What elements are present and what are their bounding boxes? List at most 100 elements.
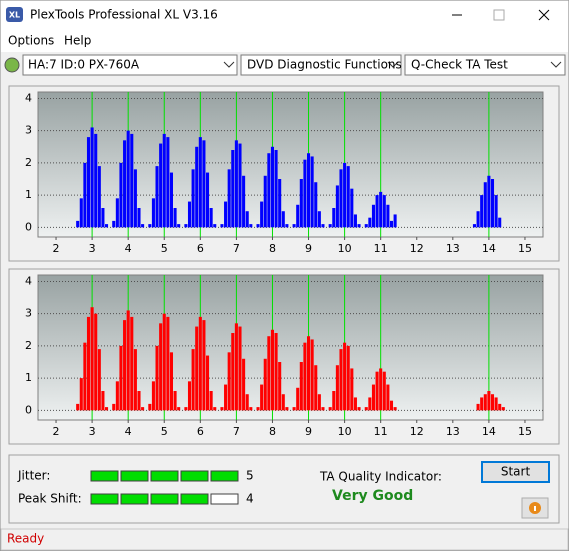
test-label: Q-Check TA Test bbox=[411, 58, 508, 72]
meter-label: Jitter: bbox=[17, 469, 50, 483]
meter-segment-off bbox=[210, 493, 239, 505]
bar bbox=[270, 329, 274, 411]
bar bbox=[123, 320, 127, 411]
bar bbox=[299, 179, 303, 228]
start-button[interactable] bbox=[481, 461, 550, 483]
meter-segment-on bbox=[120, 470, 149, 482]
bar bbox=[379, 368, 383, 411]
bar bbox=[238, 143, 242, 228]
dropdown-arrow bbox=[550, 61, 562, 68]
plot-area bbox=[37, 91, 544, 238]
x-tick-label: 14 bbox=[482, 425, 496, 438]
bar bbox=[278, 179, 282, 228]
bar bbox=[227, 352, 231, 411]
bar bbox=[480, 195, 484, 228]
bar bbox=[285, 407, 289, 411]
bar bbox=[155, 345, 159, 411]
close-button[interactable] bbox=[538, 9, 550, 21]
bar bbox=[310, 156, 314, 228]
meter-segment-on bbox=[90, 470, 119, 482]
menu-help[interactable]: Help bbox=[64, 34, 91, 48]
y-tick-label: 1 bbox=[25, 371, 32, 384]
x-tick-label: 15 bbox=[518, 242, 532, 255]
bar bbox=[83, 162, 87, 228]
bar bbox=[112, 403, 116, 411]
window-title: PlexTools Professional XL V3.16 bbox=[30, 8, 218, 22]
bar bbox=[238, 326, 242, 411]
bar bbox=[314, 365, 318, 411]
bar bbox=[184, 407, 188, 411]
bar bbox=[263, 358, 267, 411]
start-button-label: Start bbox=[501, 465, 531, 479]
bar bbox=[137, 391, 141, 411]
bar bbox=[350, 368, 354, 411]
bar bbox=[130, 133, 134, 228]
meter-segment-on bbox=[90, 493, 119, 505]
bar bbox=[202, 140, 206, 228]
y-tick-label: 2 bbox=[25, 339, 32, 352]
bar bbox=[343, 162, 347, 228]
bar bbox=[498, 403, 502, 411]
x-tick-label: 11 bbox=[374, 425, 388, 438]
bar bbox=[371, 204, 375, 228]
bar bbox=[206, 355, 210, 411]
bar bbox=[90, 307, 94, 411]
bar bbox=[227, 169, 231, 228]
bar bbox=[292, 407, 296, 411]
bar bbox=[115, 381, 119, 411]
bar bbox=[339, 169, 343, 228]
meter-segment-on bbox=[180, 470, 209, 482]
bar bbox=[321, 407, 325, 411]
bar bbox=[83, 342, 87, 411]
bar bbox=[346, 345, 350, 411]
x-tick-label: 13 bbox=[446, 242, 460, 255]
bar bbox=[148, 224, 152, 228]
bar bbox=[162, 133, 166, 228]
bar bbox=[209, 391, 213, 411]
bar bbox=[166, 137, 170, 228]
bar bbox=[220, 224, 224, 228]
bar bbox=[335, 365, 339, 411]
result-panel bbox=[8, 454, 560, 524]
x-tick-label: 2 bbox=[53, 425, 60, 438]
drive-select[interactable] bbox=[22, 54, 238, 76]
bar bbox=[317, 211, 321, 228]
info-icon-glyph bbox=[534, 506, 536, 511]
bar bbox=[335, 185, 339, 228]
bar bbox=[79, 378, 83, 411]
y-tick-label: 4 bbox=[25, 91, 32, 104]
x-tick-label: 9 bbox=[305, 242, 312, 255]
drive-icon bbox=[4, 57, 20, 73]
test-select[interactable] bbox=[404, 54, 566, 76]
meter-value: 5 bbox=[246, 469, 254, 483]
maximize-button[interactable] bbox=[493, 9, 505, 21]
bar bbox=[133, 169, 137, 228]
bar bbox=[476, 211, 480, 228]
bar bbox=[278, 362, 282, 411]
drive-select-box[interactable] bbox=[22, 54, 238, 76]
bar bbox=[162, 313, 166, 411]
bar bbox=[389, 220, 394, 228]
bar bbox=[105, 224, 109, 228]
bar bbox=[267, 153, 271, 228]
bar bbox=[76, 403, 80, 411]
bar bbox=[76, 220, 80, 228]
bar bbox=[494, 397, 498, 411]
function-select[interactable] bbox=[240, 54, 402, 76]
bar bbox=[234, 140, 238, 228]
bar bbox=[292, 224, 296, 228]
bar bbox=[375, 195, 379, 228]
bar bbox=[79, 198, 83, 228]
bar bbox=[357, 224, 361, 228]
dropdown-arrow bbox=[223, 61, 235, 68]
menu-options[interactable]: Options bbox=[8, 34, 54, 48]
bar bbox=[151, 198, 155, 228]
bar bbox=[245, 211, 249, 228]
bar bbox=[173, 208, 177, 228]
bar bbox=[101, 208, 105, 228]
bar bbox=[94, 133, 98, 228]
bar bbox=[386, 204, 390, 228]
bar bbox=[126, 130, 130, 228]
bar bbox=[296, 204, 300, 228]
